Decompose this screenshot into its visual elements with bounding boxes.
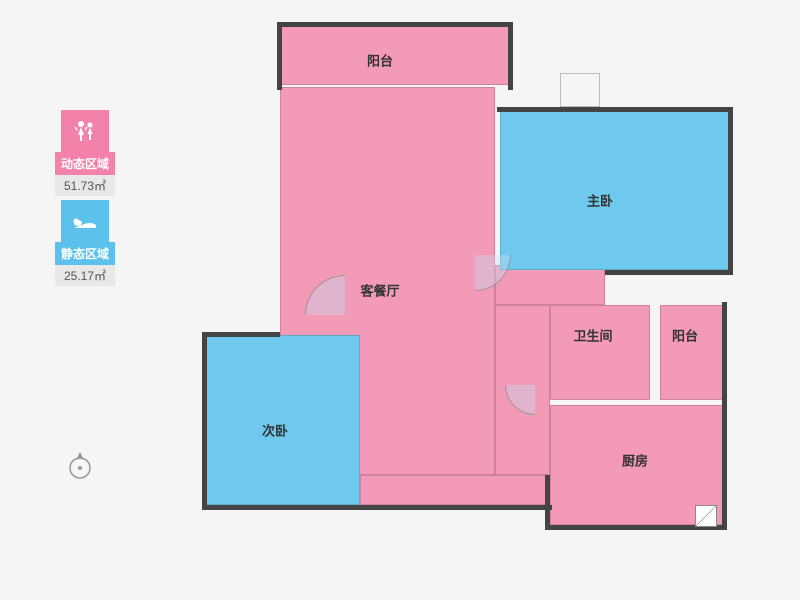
- wall-2: [508, 22, 513, 90]
- wall-5: [202, 505, 552, 510]
- wall-6: [497, 107, 733, 112]
- room-living-right-ext: [495, 265, 605, 305]
- wall-3: [202, 332, 207, 508]
- people-icon: [61, 110, 109, 152]
- room-label-balcony-top: 阳台: [367, 51, 393, 70]
- room-label-master-bed: 主卧: [587, 191, 613, 210]
- room-balcony-top: [280, 25, 510, 85]
- wall-11: [545, 475, 550, 530]
- wall-7: [728, 107, 733, 273]
- window-marker: [695, 505, 717, 527]
- floor-plan: 阳台客餐厅主卧次卧卫生间阳台厨房: [205, 25, 775, 580]
- room-label-living-dining: 客餐厅: [360, 281, 399, 300]
- room-balcony-right: [660, 305, 725, 400]
- room-label-balcony-right: 阳台: [672, 326, 698, 345]
- wall-0: [277, 22, 513, 27]
- sleep-icon: [61, 200, 109, 242]
- wall-4: [202, 332, 280, 337]
- legend-static: 静态区域 25.17㎡: [55, 200, 115, 286]
- room-label-second-bed: 次卧: [262, 421, 288, 440]
- wall-1: [277, 22, 282, 90]
- room-label-bathroom: 卫生间: [573, 326, 612, 345]
- room-living-bottom: [360, 475, 550, 505]
- legend-static-value: 25.17㎡: [55, 265, 115, 286]
- wall-8: [605, 270, 733, 275]
- compass-icon: [65, 450, 95, 480]
- legend-static-title: 静态区域: [55, 242, 115, 265]
- legend-dynamic: 动态区域 51.73㎡: [55, 110, 115, 196]
- room-master-bed: [500, 110, 730, 270]
- legend-dynamic-title: 动态区域: [55, 152, 115, 175]
- room-label-kitchen: 厨房: [622, 451, 648, 470]
- room-bathroom: [550, 305, 650, 400]
- entry-notch: [560, 73, 600, 107]
- legend-dynamic-value: 51.73㎡: [55, 175, 115, 196]
- wall-9: [722, 302, 727, 528]
